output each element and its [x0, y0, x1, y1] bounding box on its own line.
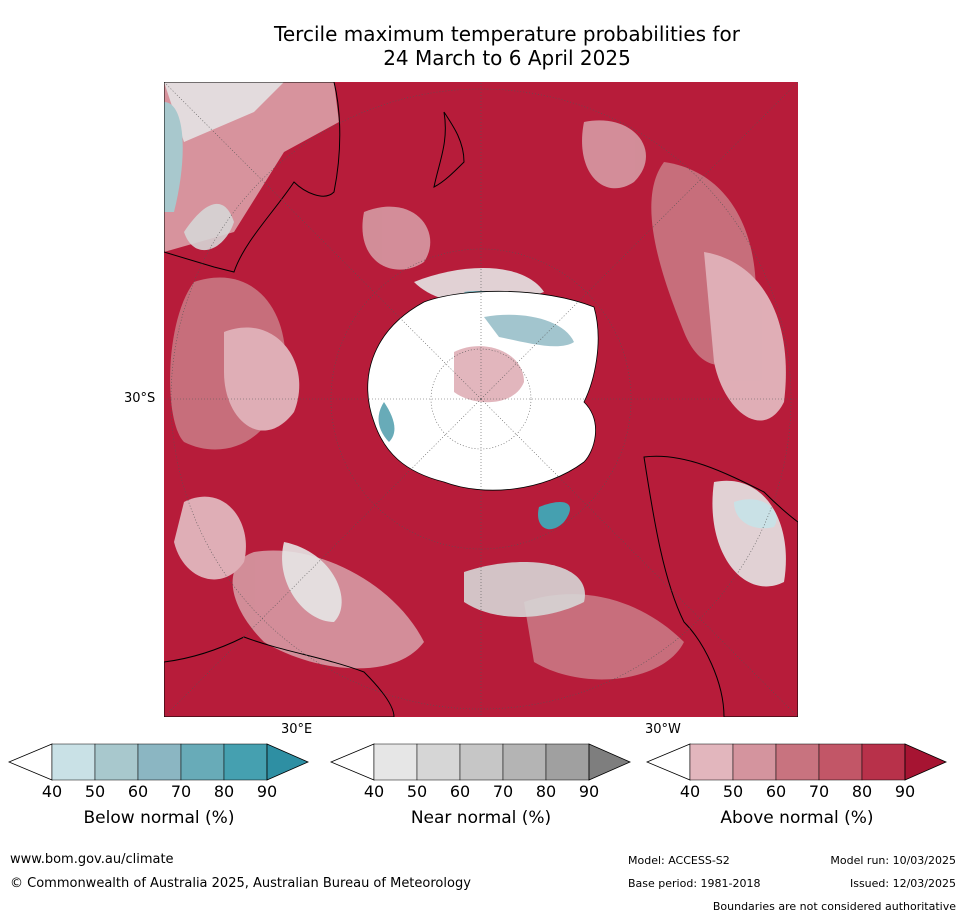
tick-label: 70 [492, 782, 514, 801]
colorbar-segment [861, 743, 906, 781]
colorbar-segment [416, 743, 461, 781]
colorbar-segment [545, 743, 590, 781]
colorbar-ticks-below: 40 50 60 70 80 90 [8, 782, 310, 802]
disclaimer-text: Boundaries are not considered authoritat… [712, 900, 956, 913]
tick-label: 50 [406, 782, 428, 801]
probability-map [164, 82, 798, 717]
colorbar-extend-low [8, 743, 53, 781]
colorbar-segment [732, 743, 777, 781]
issued-text: Issued: 12/03/2025 [849, 877, 956, 890]
tick-label: 70 [170, 782, 192, 801]
africa-coast [164, 636, 395, 717]
new-zealand-coast [433, 111, 465, 188]
map-title-line1: Tercile maximum temperature probabilitie… [274, 22, 740, 46]
colorbar-title-near: Near normal (%) [410, 808, 552, 828]
colorbar-segment [223, 743, 268, 781]
colorbar-title-below: Below normal (%) [83, 808, 235, 828]
colorbar-segment [51, 743, 96, 781]
tick-label: 90 [578, 782, 600, 801]
tick-label: 50 [722, 782, 744, 801]
colorbar-segment [459, 743, 504, 781]
lon-label-30e: 30°E [281, 722, 313, 737]
australia-coast [164, 82, 341, 273]
south-america-coast [643, 455, 798, 717]
colorbar-segment [818, 743, 863, 781]
tick-label: 80 [851, 782, 873, 801]
copyright-text: © Commonwealth of Australia 2025, Austra… [10, 876, 471, 891]
colorbar-ticks-near: 40 50 60 70 80 90 [330, 782, 632, 802]
colorbar-extend-high [266, 743, 309, 781]
colorbar-segment [689, 743, 734, 781]
colorbar-extend-low [646, 743, 691, 781]
colorbar-segment [373, 743, 418, 781]
colorbar-extend-high [904, 743, 947, 781]
model-text: Model: ACCESS-S2 [628, 854, 730, 867]
tick-label: 80 [213, 782, 235, 801]
website-link[interactable]: www.bom.gov.au/climate [10, 852, 174, 867]
antarctica-warm-core [454, 346, 524, 403]
tick-label: 90 [256, 782, 278, 801]
lon-label-30w: 30°W [645, 722, 681, 737]
colorbar-ticks-above: 40 50 60 70 80 90 [646, 782, 948, 802]
model-run-text: Model run: 10/03/2025 [830, 854, 956, 867]
colorbar-above-normal [646, 743, 947, 781]
colorbar-extend-low [330, 743, 375, 781]
graticule [164, 82, 798, 717]
colorbar-extend-high [588, 743, 631, 781]
map-title-line2: 24 March to 6 April 2025 [383, 46, 631, 70]
base-period-text: Base period: 1981-2018 [628, 877, 761, 890]
tick-label: 40 [363, 782, 385, 801]
tick-label: 70 [808, 782, 830, 801]
tick-label: 40 [41, 782, 63, 801]
tick-label: 60 [449, 782, 471, 801]
tick-label: 60 [765, 782, 787, 801]
colorbar-near-normal [330, 743, 631, 781]
tick-label: 90 [894, 782, 916, 801]
colorbar-segment [137, 743, 182, 781]
tick-label: 50 [84, 782, 106, 801]
colorbar-title-above: Above normal (%) [720, 808, 874, 828]
colorbar-segment [94, 743, 139, 781]
colorbar-below-normal [8, 743, 309, 781]
tick-label: 40 [679, 782, 701, 801]
colorbar-segment [502, 743, 547, 781]
tick-label: 80 [535, 782, 557, 801]
tick-label: 60 [127, 782, 149, 801]
lat-label-30s: 30°S [124, 391, 156, 406]
colorbar-segment [775, 743, 820, 781]
colorbar-segment [180, 743, 225, 781]
